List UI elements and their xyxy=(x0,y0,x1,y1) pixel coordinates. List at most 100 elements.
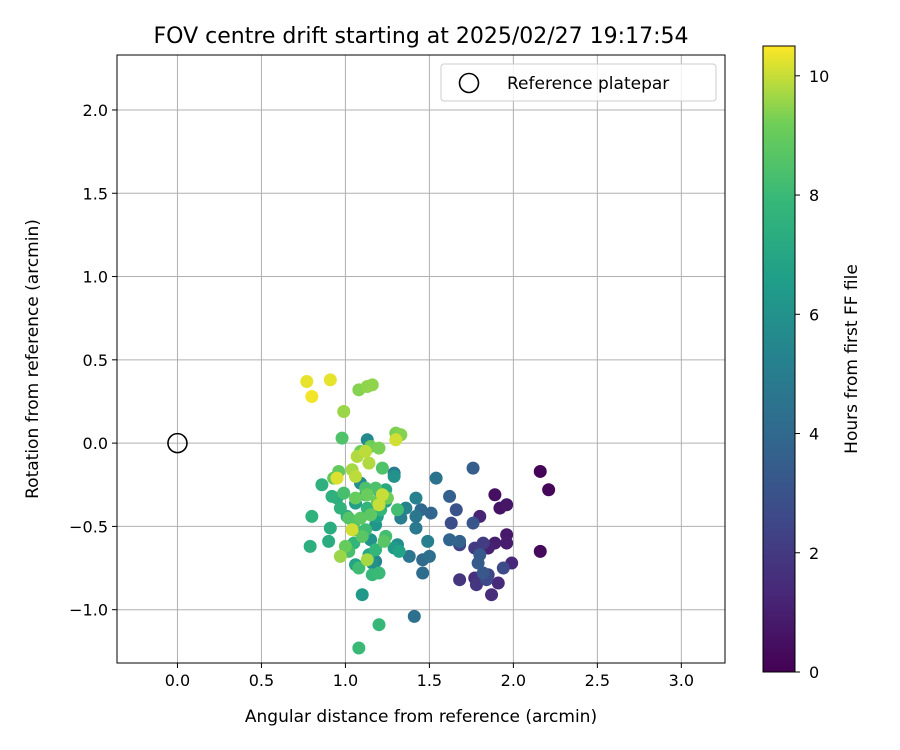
data-point xyxy=(496,561,510,575)
data-point xyxy=(500,498,514,512)
chart-title: FOV centre drift starting at 2025/02/27 … xyxy=(154,24,689,49)
data-point xyxy=(354,511,368,525)
data-point xyxy=(322,534,336,548)
data-point xyxy=(352,641,366,655)
data-point xyxy=(387,469,401,483)
y-tick-label: 1.5 xyxy=(83,184,108,203)
data-point xyxy=(337,404,351,418)
data-point xyxy=(337,486,351,500)
y-tick-label: −1.0 xyxy=(69,601,108,620)
data-point xyxy=(305,509,319,523)
reference-platepar-marker xyxy=(167,432,188,454)
data-point xyxy=(488,488,502,502)
colorbar-ticks: 0 2 4 6 8 10 xyxy=(795,67,829,682)
data-point xyxy=(325,489,339,503)
y-tick-label: 1.0 xyxy=(83,268,108,287)
data-point xyxy=(443,489,457,503)
data-point xyxy=(491,576,505,590)
data-point xyxy=(409,521,423,535)
data-point xyxy=(333,549,347,563)
data-point xyxy=(355,588,369,602)
data-point xyxy=(466,516,480,530)
y-tick-label: 2.0 xyxy=(83,101,108,120)
x-axis-ticks: 0.0 0.5 1.0 1.5 2.0 2.5 3.0 xyxy=(165,663,694,690)
data-point xyxy=(323,521,337,535)
y-tick-label: 0.5 xyxy=(83,351,108,370)
data-point xyxy=(533,464,547,478)
colorbar: 0 2 4 6 8 10 Hours from first FF file xyxy=(762,45,862,682)
colorbar-gradient xyxy=(762,45,796,673)
colorbar-tick-label: 0 xyxy=(809,663,819,682)
data-point xyxy=(365,378,379,392)
data-point xyxy=(348,469,362,483)
data-point xyxy=(372,618,386,632)
data-point xyxy=(348,491,362,505)
data-point xyxy=(323,373,337,387)
colorbar-tick-label: 4 xyxy=(809,425,819,444)
data-point xyxy=(402,549,416,563)
data-point xyxy=(389,433,403,447)
legend-marker-icon xyxy=(458,72,480,94)
data-point xyxy=(377,534,391,548)
colorbar-tick-label: 6 xyxy=(809,305,819,324)
data-point xyxy=(422,549,436,563)
data-point xyxy=(500,536,514,550)
data-point xyxy=(352,561,366,575)
colorbar-tick-label: 2 xyxy=(809,544,819,563)
data-point xyxy=(485,588,499,602)
data-point xyxy=(466,461,480,475)
y-tick-label: −0.5 xyxy=(69,517,108,536)
x-tick-label: 2.5 xyxy=(585,671,610,690)
data-point xyxy=(305,389,319,403)
legend-box xyxy=(440,63,717,102)
data-point xyxy=(424,506,438,520)
plot-frame xyxy=(116,54,726,664)
data-point xyxy=(429,471,443,485)
data-point xyxy=(390,503,404,517)
data-point xyxy=(364,508,378,522)
data-point xyxy=(533,544,547,558)
data-point xyxy=(453,534,467,548)
colorbar-tick-label: 10 xyxy=(809,67,829,86)
legend: Reference platepar xyxy=(440,63,717,102)
data-point xyxy=(362,456,376,470)
y-axis-ticks: −1.0 −0.5 0.0 0.5 1.0 1.5 2.0 xyxy=(69,101,117,620)
data-point xyxy=(443,533,457,547)
colorbar-label: Hours from first FF file xyxy=(842,264,862,454)
x-tick-label: 0.0 xyxy=(165,671,190,690)
data-point xyxy=(372,498,386,512)
x-tick-label: 0.5 xyxy=(249,671,274,690)
data-point xyxy=(375,488,389,502)
colorbar-tick-label: 8 xyxy=(809,186,819,205)
data-point xyxy=(407,609,421,623)
data-point xyxy=(303,539,317,553)
data-point xyxy=(369,543,383,557)
data-point xyxy=(355,529,369,543)
y-axis-label: Rotation from reference (arcmin) xyxy=(23,219,43,499)
data-point xyxy=(453,573,467,587)
data-point xyxy=(469,578,483,592)
data-point xyxy=(542,483,556,497)
data-point xyxy=(392,544,406,558)
data-point xyxy=(476,536,490,550)
data-point xyxy=(409,509,423,523)
x-axis-label: Angular distance from reference (arcmin) xyxy=(245,707,597,727)
data-point xyxy=(345,523,359,537)
data-point xyxy=(359,444,373,458)
data-point xyxy=(333,501,347,515)
grid-lines xyxy=(117,55,725,663)
data-point xyxy=(372,566,386,580)
legend-entry-label: Reference platepar xyxy=(507,74,669,94)
data-point xyxy=(335,431,349,445)
data-point xyxy=(409,491,423,505)
data-point xyxy=(421,534,435,548)
y-tick-label: 0.0 xyxy=(83,434,108,453)
x-tick-label: 1.0 xyxy=(333,671,358,690)
x-tick-label: 1.5 xyxy=(417,671,442,690)
data-point xyxy=(449,503,463,517)
data-point xyxy=(375,461,389,475)
x-tick-label: 2.0 xyxy=(501,671,526,690)
data-points xyxy=(300,373,556,655)
data-point xyxy=(360,553,374,567)
